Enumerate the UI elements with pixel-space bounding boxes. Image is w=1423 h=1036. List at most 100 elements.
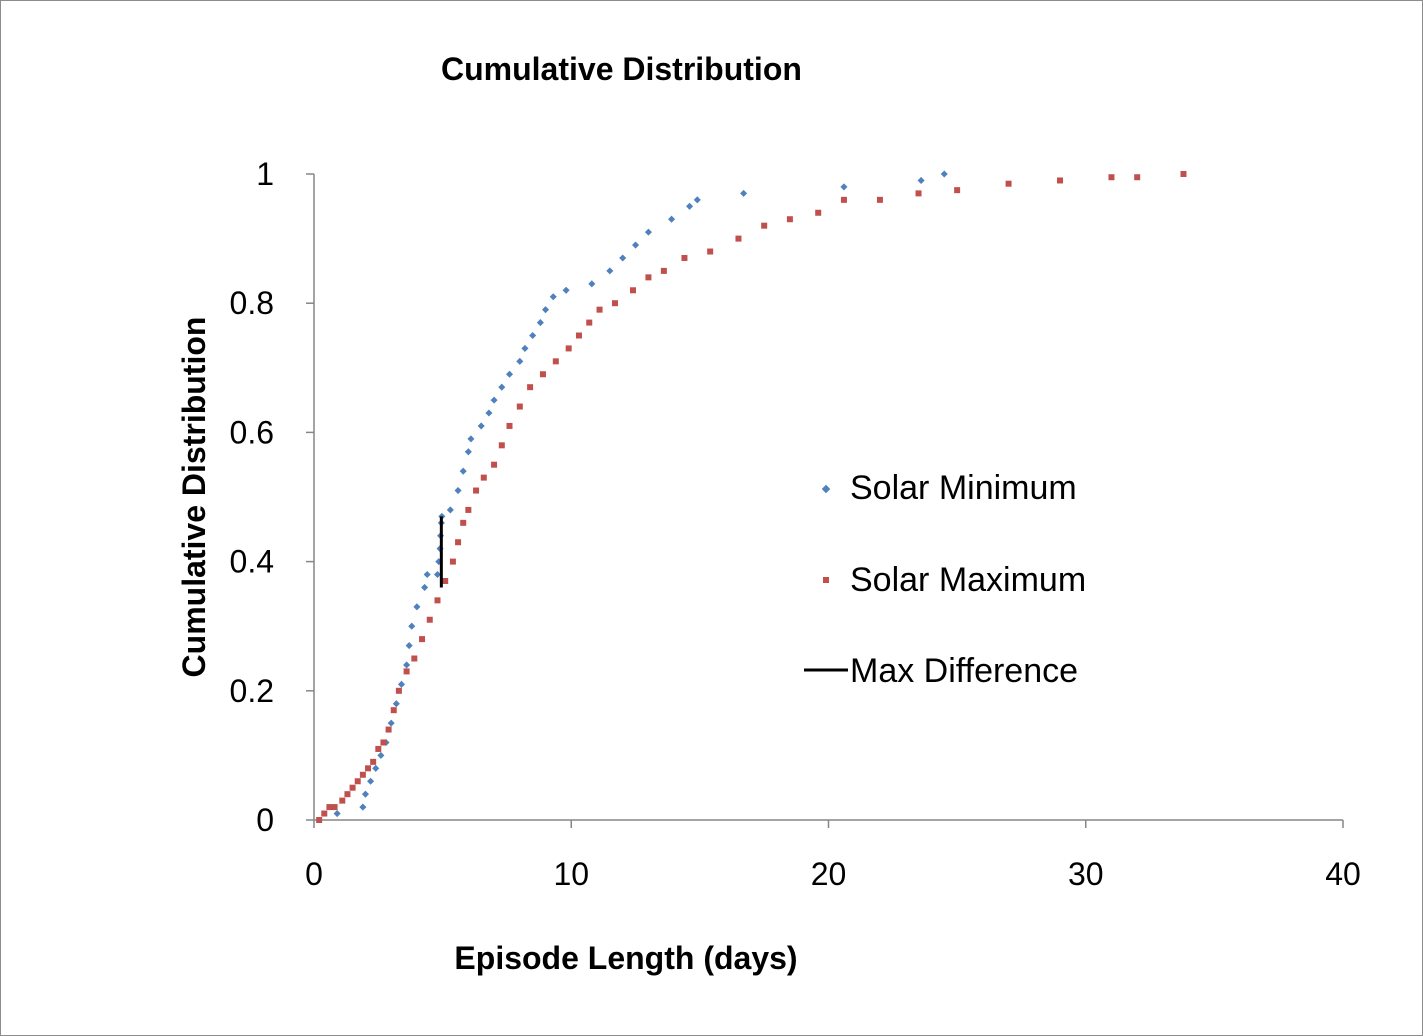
legend: Solar Minimum Solar Maximum Max Differen… xyxy=(804,469,1086,690)
solar-maximum-point xyxy=(565,345,572,352)
solar-maximum-point xyxy=(915,190,922,197)
solar-maximum-point xyxy=(506,422,513,429)
solar-minimum-point xyxy=(588,280,596,288)
solar-minimum-point xyxy=(498,383,506,391)
solar-maximum-point xyxy=(365,765,372,772)
solar-minimum-point xyxy=(668,215,676,223)
plot-area: 00.20.40.60.810 10 20 30 40 xyxy=(230,156,1361,892)
legend-label-max-difference: Max Difference xyxy=(850,652,1078,690)
x-tick-label: 0 xyxy=(305,856,323,892)
solar-minimum-point xyxy=(516,357,524,365)
solar-maximum-point xyxy=(465,506,472,513)
solar-minimum-point xyxy=(359,803,367,811)
solar-maximum-point xyxy=(380,739,387,746)
solar-maximum-point xyxy=(385,726,392,733)
solar-maximum-point xyxy=(480,474,487,481)
solar-minimum-point xyxy=(477,422,485,430)
solar-maximum-point xyxy=(1057,177,1064,184)
solar-minimum-point xyxy=(536,319,544,327)
solar-maximum-point xyxy=(660,267,667,274)
solar-maximum-point xyxy=(1134,174,1141,181)
solar-minimum-point xyxy=(408,622,416,630)
solar-maximum-point xyxy=(354,778,361,785)
solar-minimum-point xyxy=(433,570,442,579)
solar-maximum-point xyxy=(316,817,323,823)
y-tick-label: 0.4 xyxy=(230,544,274,580)
solar-minimum-point xyxy=(940,170,948,178)
solar-minimum-point xyxy=(549,293,557,301)
solar-minimum-point xyxy=(392,700,400,708)
solar-minimum-point xyxy=(840,183,848,191)
solar-minimum-point xyxy=(377,751,385,759)
solar-minimum-point xyxy=(459,467,467,475)
solar-minimum-point xyxy=(464,448,472,456)
solar-minimum-point xyxy=(562,286,570,294)
solar-maximum-point xyxy=(349,784,356,791)
solar-maximum-point xyxy=(498,442,505,449)
solar-minimum-point xyxy=(521,344,529,352)
solar-maximum-point xyxy=(629,287,636,294)
solar-maximum-point xyxy=(411,655,418,662)
solar-minimum-point xyxy=(423,570,431,579)
solar-minimum-point xyxy=(693,196,701,204)
solar-maximum-point xyxy=(331,804,338,811)
solar-minimum-point xyxy=(686,202,694,210)
y-tick-label: 1 xyxy=(256,156,274,192)
solar-minimum-point xyxy=(541,306,550,314)
solar-maximum-point xyxy=(815,209,822,216)
solar-maximum-point xyxy=(575,332,582,339)
solar-minimum-point xyxy=(387,719,395,727)
solar-maximum-point xyxy=(539,371,546,378)
y-tick-label: 0 xyxy=(256,802,274,838)
legend-label-solar-maximum: Solar Maximum xyxy=(850,561,1086,599)
solar-maximum-point xyxy=(707,248,714,255)
y-tick-label: 0.2 xyxy=(230,673,274,709)
solar-minimum-point xyxy=(619,254,627,262)
solar-minimum-point xyxy=(740,189,748,197)
solar-maximum-point xyxy=(552,358,559,365)
solar-maximum-point xyxy=(596,306,603,313)
solar-minimum-point xyxy=(644,228,652,236)
solar-minimum-point xyxy=(529,331,537,340)
solar-minimum-point xyxy=(403,661,411,669)
solar-maximum-point xyxy=(645,274,652,281)
solar-maximum-point xyxy=(611,300,618,307)
solar-maximum-point xyxy=(516,403,523,410)
x-tick-label: 30 xyxy=(1068,856,1104,892)
solar-maximum-point xyxy=(761,222,768,229)
legend-label-solar-minimum: Solar Minimum xyxy=(850,469,1077,507)
solar-maximum-point xyxy=(786,216,793,223)
solar-minimum-point xyxy=(454,487,462,495)
y-tick-label: 0.8 xyxy=(230,285,274,321)
series-layer xyxy=(316,170,1187,823)
solar-minimum-point xyxy=(606,267,614,275)
solar-maximum-point xyxy=(586,319,593,326)
x-tick-label: 10 xyxy=(553,856,589,892)
solar-maximum-point xyxy=(1180,171,1187,177)
solar-maximum-point xyxy=(375,745,382,752)
solar-minimum-point xyxy=(333,810,341,818)
solar-maximum-point xyxy=(344,791,351,798)
solar-maximum-point xyxy=(326,804,333,811)
legend-marker-solar-minimum xyxy=(821,484,831,494)
x-axis-label: Episode Length (days) xyxy=(454,940,797,976)
x-tick-label: 20 xyxy=(811,856,847,892)
solar-minimum-point xyxy=(917,176,925,184)
solar-maximum-point xyxy=(449,558,456,565)
solar-maximum-point xyxy=(460,519,467,526)
solar-maximum-point xyxy=(954,187,961,194)
solar-minimum-point xyxy=(421,583,429,591)
solar-maximum-point xyxy=(735,235,742,242)
y-axis-label: Cumulative Distribution xyxy=(176,317,212,678)
solar-maximum-point xyxy=(876,196,883,203)
solar-maximum-point xyxy=(395,687,402,694)
solar-maximum-point xyxy=(321,810,328,817)
solar-maximum-point xyxy=(339,797,346,804)
solar-maximum-point xyxy=(370,758,377,765)
tick-labels: 00.20.40.60.810 10 20 30 40 xyxy=(230,156,1361,892)
solar-maximum-point xyxy=(840,196,847,203)
solar-maximum-point xyxy=(473,487,480,494)
solar-minimum-point xyxy=(361,790,369,798)
